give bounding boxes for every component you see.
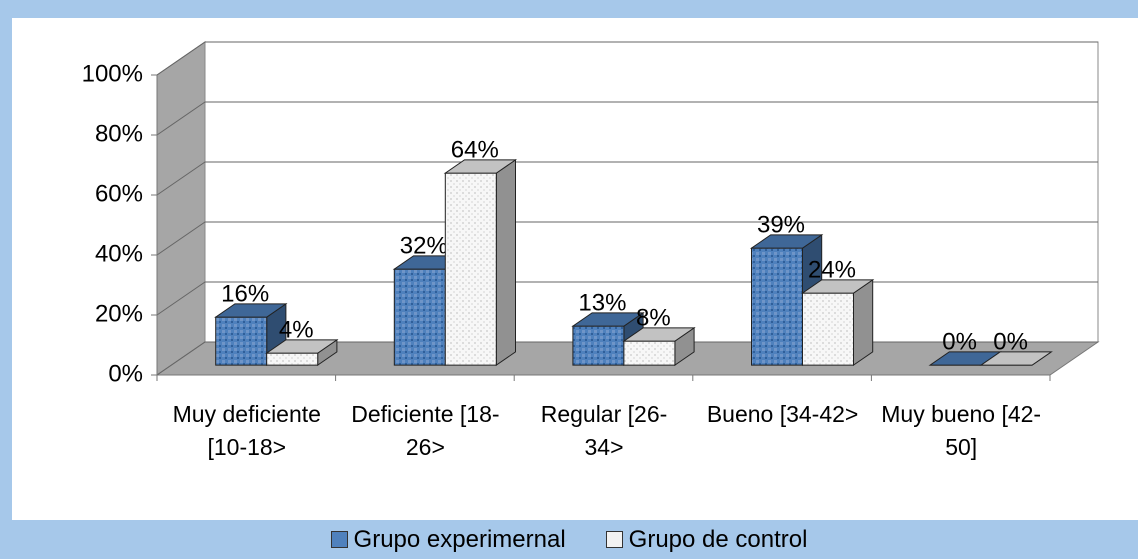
data-label: 0% [942, 328, 977, 355]
bar-top [979, 351, 1053, 366]
x-tick-label: Muy deficiente [10-18> [172, 401, 321, 460]
y-tick-label: 80% [95, 120, 143, 147]
bar-front [802, 292, 854, 366]
bar [800, 278, 875, 367]
y-tick-label: 20% [95, 300, 143, 327]
y-tick-label: 40% [95, 240, 143, 267]
x-tick-label: Muy bueno [42-50] [881, 401, 1042, 460]
bar-top [214, 303, 288, 318]
bar-front [623, 340, 676, 366]
bar-side [495, 158, 516, 367]
data-label: 16% [221, 280, 269, 307]
bar-top [800, 279, 875, 294]
bar-front [215, 316, 268, 366]
bar-front [266, 352, 319, 366]
grid-line [156, 161, 1098, 196]
data-label: 64% [451, 136, 499, 163]
data-label: 32% [400, 232, 448, 259]
x-tick-label: Regular [26-34> [540, 401, 668, 460]
bar [979, 351, 1053, 366]
y-tick-label: 0% [108, 360, 143, 387]
bar [622, 326, 696, 367]
bar-front [444, 172, 497, 366]
data-label: 0% [993, 328, 1028, 355]
legend-label: Grupo experimernal [353, 525, 566, 553]
data-label: 8% [636, 304, 671, 331]
grid-line [156, 41, 1098, 76]
grid-line [156, 101, 1098, 136]
legend-swatch [605, 531, 623, 548]
data-label: 39% [757, 211, 805, 238]
data-label: 24% [808, 256, 856, 283]
legend-label: Grupo de control [628, 525, 808, 553]
bar [443, 158, 518, 367]
y-tick-label: 100% [82, 60, 143, 87]
legend-item: Grupo experimernal [330, 525, 566, 554]
bar-top [443, 159, 518, 174]
legend-swatch [330, 531, 348, 548]
bar-top [622, 327, 696, 342]
x-tick-label: Bueno [34-42> [706, 401, 859, 427]
bar [265, 338, 339, 367]
back-wall [204, 41, 1099, 343]
y-tick-label: 60% [95, 180, 143, 207]
bar-top [749, 234, 824, 249]
bar-top [571, 312, 645, 327]
grid-line [156, 221, 1098, 256]
data-label: 4% [279, 316, 314, 343]
data-label: 13% [578, 289, 626, 316]
bar-top [265, 339, 339, 354]
side-wall [156, 41, 206, 376]
bar-front [393, 268, 446, 366]
legend: Grupo experimernal Grupo de control [0, 520, 1138, 559]
bar-side [853, 278, 874, 367]
bar-front [572, 325, 625, 366]
legend-item: Grupo de control [605, 525, 808, 554]
x-tick-label: Deficiente [18-26> [351, 401, 500, 460]
bar-front [751, 247, 803, 366]
